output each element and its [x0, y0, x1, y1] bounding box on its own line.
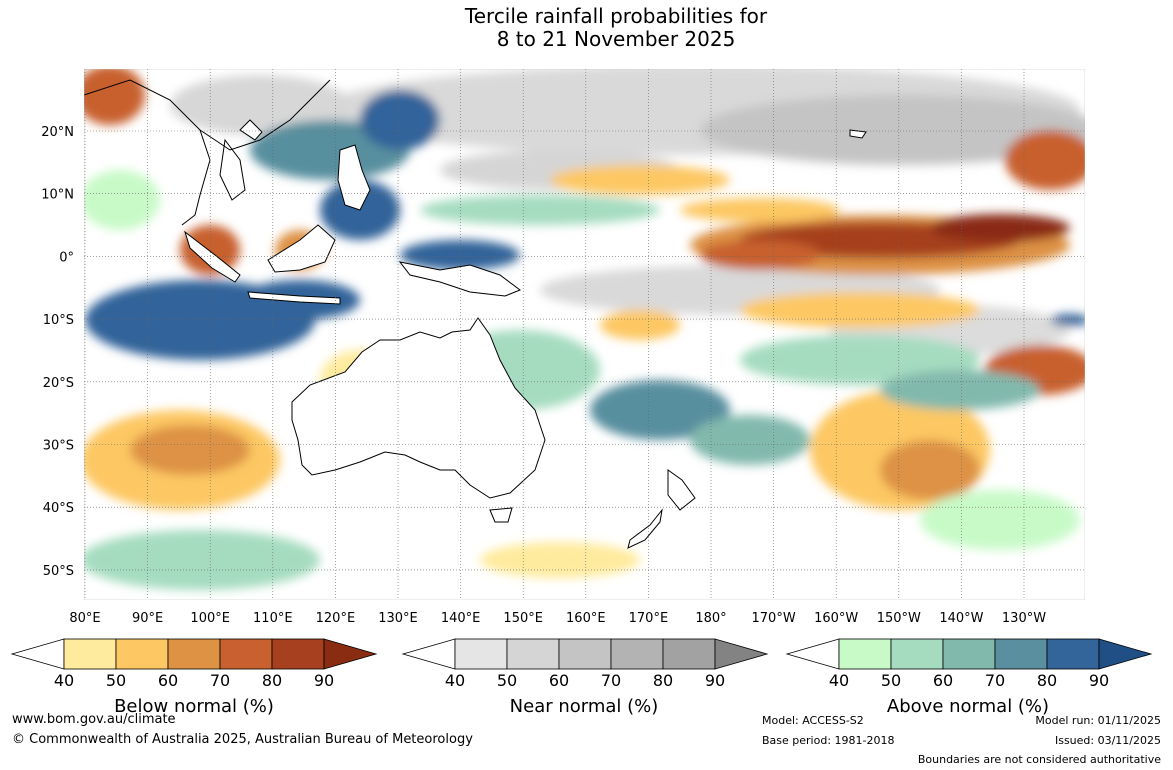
title-line-2: 8 to 21 November 2025	[496, 27, 736, 51]
lat-label: 40°S	[43, 501, 74, 516]
lat-label: 10°S	[43, 313, 74, 328]
legend-swatch	[942, 638, 996, 670]
lon-label: 170°W	[752, 611, 796, 626]
lon-label: 130°E	[378, 611, 418, 626]
lon-label: 150°E	[503, 611, 543, 626]
legend-swatch	[219, 638, 273, 670]
legend-tick: 90	[314, 671, 334, 690]
legend-swatch-high	[1098, 638, 1153, 670]
legend-swatch	[890, 638, 944, 670]
lon-label: 120°E	[316, 611, 356, 626]
chart-title: Tercile rainfall probabilities for 8 to …	[0, 5, 1173, 51]
probability-field	[84, 69, 1085, 600]
legend-tick: 60	[158, 671, 178, 690]
legend-swatch	[454, 638, 508, 670]
lat-label: 20°S	[43, 376, 74, 391]
legend-tick: 80	[262, 671, 282, 690]
legend-tick: 90	[1089, 671, 1109, 690]
legend-tick: 90	[705, 671, 725, 690]
longitude-labels: 80°E 90°E 100°E 110°E 120°E 130°E 140°E 150°E 16…	[69, 611, 1046, 626]
latitude-labels: 20°N 10°N 0° 10°S 20°S 30°S 40°S 50°S	[41, 125, 74, 579]
lon-label: 130°W	[1002, 611, 1046, 626]
title-line-1: Tercile rainfall probabilities for	[464, 4, 768, 28]
legend-tick: 70	[985, 671, 1005, 690]
legend-below: 40 50 60 70 80 90	[10, 638, 378, 690]
footer-issued: Issued: 03/11/2025	[1054, 734, 1161, 747]
legend-tick: 50	[497, 671, 517, 690]
legend-swatch-high	[714, 638, 769, 670]
legend-tick: 50	[881, 671, 901, 690]
lon-label: 180°	[695, 611, 726, 626]
lon-label: 170°E	[629, 611, 669, 626]
legend-swatch	[558, 638, 612, 670]
legend-swatch	[63, 638, 117, 670]
legend-tick: 50	[106, 671, 126, 690]
legend-swatch	[167, 638, 221, 670]
legend-above: 40 50 60 70 80 90	[785, 638, 1153, 690]
legend-swatch	[115, 638, 169, 670]
lon-label: 90°E	[132, 611, 163, 626]
footer-model: Model: ACCESS-S2	[762, 714, 864, 727]
legend-tick: 70	[601, 671, 621, 690]
coastlines	[184, 119, 867, 549]
lat-label: 50°S	[43, 564, 74, 579]
legend-tick: 40	[829, 671, 849, 690]
legend-tick: 70	[210, 671, 230, 690]
lon-label: 160°W	[814, 611, 858, 626]
legend-near: 40 50 60 70 80 90	[401, 638, 769, 690]
legend-swatch-low	[10, 638, 65, 670]
lat-label: 0°	[59, 250, 74, 265]
footer-base-period: Base period: 1981-2018	[762, 734, 895, 747]
legend-swatch	[506, 638, 560, 670]
legend-swatch	[994, 638, 1048, 670]
legend-swatch	[610, 638, 664, 670]
lat-label: 10°N	[41, 188, 74, 203]
footer-url: www.bom.gov.au/climate	[12, 712, 176, 727]
legend-swatch-low	[401, 638, 456, 670]
legend-tick: 60	[549, 671, 569, 690]
legend-tick: 60	[933, 671, 953, 690]
legend-swatch	[838, 638, 892, 670]
legend-swatch	[662, 638, 716, 670]
lat-label: 20°N	[41, 125, 74, 140]
lon-label: 160°E	[566, 611, 606, 626]
legend-swatch-high	[323, 638, 378, 670]
legend-tick: 40	[445, 671, 465, 690]
legend-tick: 80	[653, 671, 673, 690]
lon-label: 100°E	[190, 611, 230, 626]
colorbar-legends: 40 50 60 70 80 90 40 50 60 70 80 90 40 50 60 70 80 90	[10, 638, 1153, 690]
footer-model-run: Model run: 01/11/2025	[1035, 714, 1161, 727]
lon-label: 110°E	[253, 611, 293, 626]
graticule	[84, 69, 1085, 600]
lon-label: 140°E	[441, 611, 481, 626]
footer-boundaries: Boundaries are not considered authoritat…	[917, 753, 1161, 766]
legend-tick: 80	[1037, 671, 1057, 690]
legend-swatch-low	[785, 638, 840, 670]
legend-near-label: Near normal (%)	[509, 696, 659, 717]
legend-swatch	[271, 638, 325, 670]
lon-label: 150°W	[877, 611, 921, 626]
lon-label: 140°W	[939, 611, 983, 626]
legend-swatch	[1046, 638, 1100, 670]
lat-label: 30°S	[43, 439, 74, 454]
legend-above-label: Above normal (%)	[886, 696, 1050, 717]
lon-label: 80°E	[69, 611, 100, 626]
legend-tick: 40	[54, 671, 74, 690]
legend-below-label: Below normal (%)	[114, 696, 274, 717]
asia-coast	[84, 79, 211, 226]
footer-copyright: © Commonwealth of Australia 2025, Austra…	[12, 732, 473, 747]
